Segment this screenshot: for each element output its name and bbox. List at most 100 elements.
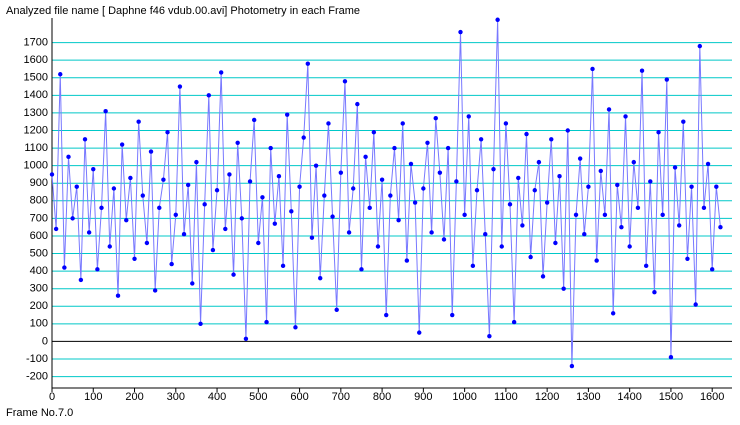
data-point xyxy=(656,130,661,135)
data-point xyxy=(458,29,463,35)
data-point xyxy=(590,66,595,72)
data-point xyxy=(247,179,253,184)
data-point xyxy=(507,202,513,207)
data-point xyxy=(95,267,100,272)
x-tick-label: 1300 xyxy=(576,391,600,403)
data-point xyxy=(528,254,533,260)
data-point xyxy=(462,212,467,218)
data-point xyxy=(322,193,327,198)
data-point xyxy=(516,175,521,181)
data-point xyxy=(99,205,104,211)
data-point xyxy=(421,186,426,191)
data-point xyxy=(577,156,583,161)
y-tick-label: 1700 xyxy=(24,37,48,49)
data-point xyxy=(309,235,315,240)
data-point xyxy=(718,224,723,230)
data-point xyxy=(119,142,125,147)
y-tick-label: 1600 xyxy=(24,54,48,66)
data-point xyxy=(495,17,500,22)
x-tick-label: 300 xyxy=(167,391,185,403)
data-point xyxy=(198,321,203,327)
data-point xyxy=(478,137,484,142)
data-point xyxy=(553,240,558,246)
data-point xyxy=(491,166,496,172)
data-point xyxy=(194,159,199,165)
data-point xyxy=(351,186,356,191)
y-tick-label: 900 xyxy=(30,177,48,189)
data-point xyxy=(260,195,265,200)
data-point xyxy=(433,115,438,121)
data-point xyxy=(243,336,249,341)
data-point xyxy=(190,281,195,286)
data-point xyxy=(689,184,694,189)
data-point xyxy=(359,267,364,272)
data-point xyxy=(388,193,393,198)
data-point xyxy=(400,121,405,126)
data-point xyxy=(363,154,368,160)
data-point xyxy=(289,209,294,214)
x-tick-label: 900 xyxy=(414,391,432,403)
data-point xyxy=(709,267,715,272)
y-tick-label: 600 xyxy=(30,230,48,242)
data-point xyxy=(140,193,145,198)
data-point xyxy=(660,212,665,218)
y-tick-label: 1400 xyxy=(24,89,48,101)
data-point xyxy=(441,237,447,242)
y-tick-label: 700 xyxy=(30,212,48,224)
data-point xyxy=(202,202,207,207)
data-point xyxy=(483,231,488,237)
data-point xyxy=(425,140,430,145)
data-point xyxy=(396,217,401,223)
x-tick-label: 200 xyxy=(125,391,143,403)
x-tick-label: 100 xyxy=(84,391,102,403)
data-point xyxy=(379,177,385,182)
data-point xyxy=(115,293,121,298)
data-point xyxy=(582,231,587,237)
data-point xyxy=(177,84,183,89)
data-point xyxy=(544,200,550,205)
y-tick-label: 1000 xyxy=(24,160,48,172)
data-point xyxy=(49,172,55,177)
data-point xyxy=(206,93,211,98)
data-point xyxy=(124,217,129,223)
data-point xyxy=(569,363,575,369)
x-tick-label: 1200 xyxy=(535,391,559,403)
data-point xyxy=(392,145,397,151)
data-point xyxy=(132,256,137,262)
data-point xyxy=(437,170,443,175)
data-point xyxy=(466,114,471,119)
data-point xyxy=(561,286,566,291)
x-tick-label: 700 xyxy=(332,391,350,403)
data-point xyxy=(371,130,377,135)
data-point xyxy=(672,165,678,170)
y-tick-label: 1300 xyxy=(24,107,48,119)
data-point xyxy=(305,61,311,66)
data-point xyxy=(648,179,653,184)
data-point xyxy=(429,230,434,235)
data-point xyxy=(58,72,63,77)
data-point xyxy=(524,131,529,137)
data-point xyxy=(631,159,636,165)
data-point xyxy=(536,159,542,165)
data-point xyxy=(301,135,306,140)
data-point xyxy=(272,221,278,226)
data-point xyxy=(606,107,612,112)
x-tick-label: 1500 xyxy=(659,391,683,403)
data-point xyxy=(499,244,504,249)
data-point xyxy=(70,216,75,221)
data-point xyxy=(53,226,59,232)
data-point xyxy=(74,184,79,189)
data-point xyxy=(627,244,632,249)
data-point xyxy=(540,274,546,279)
data-point xyxy=(503,121,509,126)
x-tick-label: 800 xyxy=(373,391,391,403)
data-point xyxy=(573,212,579,218)
data-point xyxy=(148,149,154,154)
data-point xyxy=(62,265,67,270)
data-point xyxy=(565,128,570,133)
y-tick-label: 400 xyxy=(30,265,48,277)
data-point xyxy=(474,188,480,193)
data-point xyxy=(338,170,344,175)
data-point xyxy=(487,333,492,339)
data-point xyxy=(82,137,88,142)
